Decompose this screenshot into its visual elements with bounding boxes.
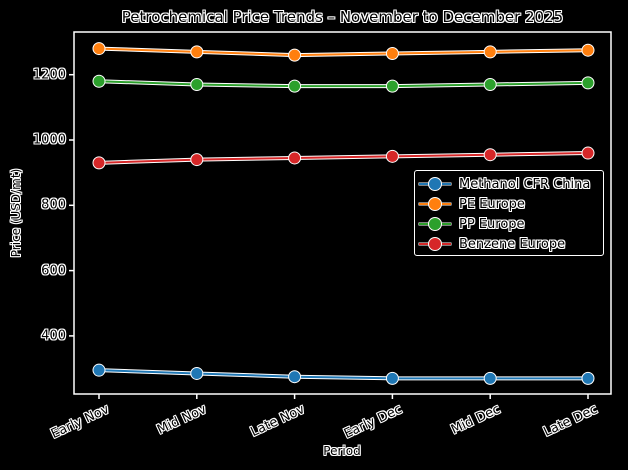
legend-marker-icon: [419, 178, 451, 190]
data-point: [581, 43, 595, 57]
data-point: [385, 371, 399, 385]
data-point: [581, 146, 595, 160]
data-point: [190, 45, 204, 59]
data-point: [483, 148, 497, 162]
data-point: [190, 153, 204, 167]
legend-item-benzene: Benzene Europe: [419, 234, 603, 254]
data-point: [190, 366, 204, 380]
legend-label: PP Europe: [459, 216, 525, 232]
y-tick-label: 1000: [32, 132, 66, 148]
data-point: [92, 156, 106, 170]
chart-title: Petrochemical Price Trends – November to…: [121, 8, 564, 26]
data-point: [92, 74, 106, 88]
legend-marker-icon: [419, 238, 451, 250]
y-tick-label: 800: [41, 197, 66, 213]
data-point: [288, 151, 302, 165]
data-point: [483, 77, 497, 91]
series-line: [98, 80, 589, 88]
data-point: [483, 45, 497, 59]
data-point: [581, 76, 595, 90]
legend-marker-icon: [419, 198, 451, 210]
series-line: [98, 369, 588, 380]
y-tick-label: 1200: [32, 67, 66, 83]
legend: Methanol CFR China PE Europe PP Europe B…: [414, 170, 604, 256]
data-point: [385, 46, 399, 60]
data-point: [288, 48, 302, 62]
data-point: [288, 370, 302, 384]
legend-label: PE Europe: [459, 196, 525, 212]
y-tick-label: 600: [41, 263, 66, 279]
y-tick-label: 400: [41, 328, 66, 344]
legend-item-pp: PP Europe: [419, 214, 603, 234]
legend-item-methanol: Methanol CFR China: [419, 174, 603, 194]
data-point: [385, 149, 399, 163]
plot-frame: [73, 31, 612, 395]
data-point: [483, 371, 497, 385]
legend-marker-icon: [419, 218, 451, 230]
data-point: [92, 363, 106, 377]
y-axis-label: Price (USD/mt): [9, 168, 23, 258]
legend-label: Benzene Europe: [459, 236, 566, 252]
data-point: [92, 42, 106, 56]
x-axis-label: Period: [323, 444, 361, 458]
plot-frame-inner: [75, 33, 610, 393]
legend-label: Methanol CFR China: [459, 176, 591, 192]
data-point: [190, 77, 204, 91]
legend-item-pe: PE Europe: [419, 194, 603, 214]
series-line: [98, 152, 589, 164]
data-point: [581, 371, 595, 385]
data-point: [385, 79, 399, 93]
data-point: [288, 79, 302, 93]
series-line: [98, 47, 589, 57]
